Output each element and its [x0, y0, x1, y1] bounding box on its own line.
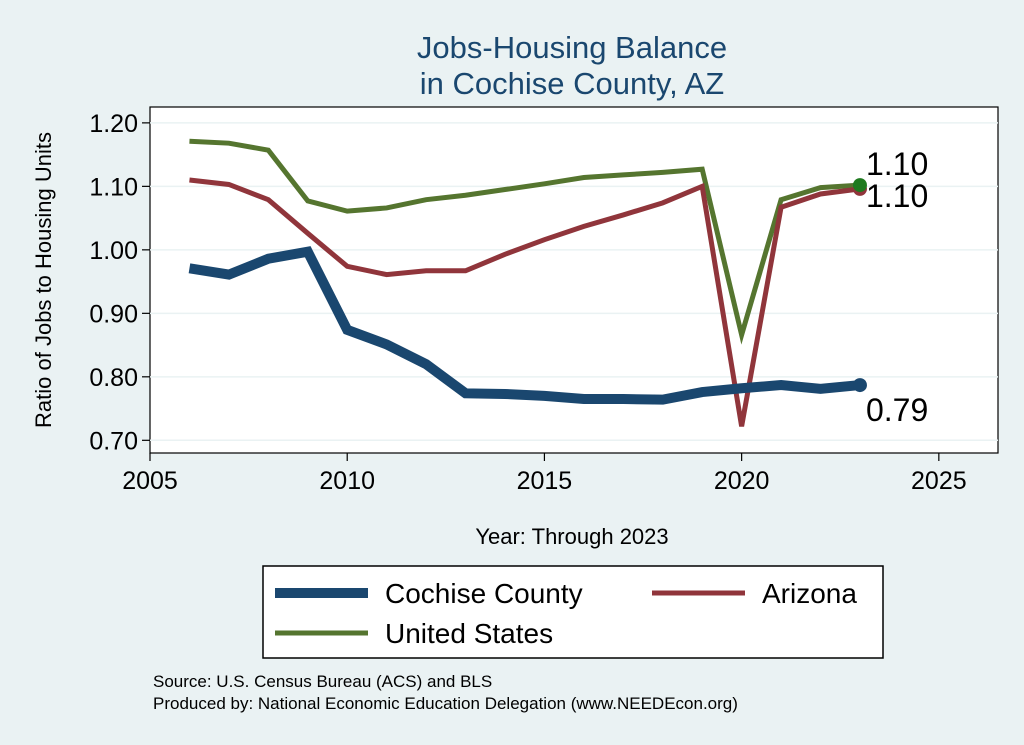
- y-tick-label-1-00: 1.00: [89, 237, 138, 265]
- y-tick-label-0-70: 0.70: [89, 427, 138, 455]
- x-tick-label-2010: 2010: [319, 467, 375, 495]
- y-tick-label-1-10: 1.10: [89, 173, 138, 201]
- source-note: Source: U.S. Census Bureau (ACS) and BLS: [153, 672, 492, 691]
- x-axis-ticks: 2005 2010 2015 2020 2025: [122, 453, 967, 495]
- legend-label-arizona: Arizona: [762, 578, 857, 609]
- y-tick-label-0-80: 0.80: [89, 364, 138, 392]
- series-group: [188, 138, 861, 427]
- end-label-arizona: 1.10: [866, 178, 928, 214]
- legend-label-united-states: United States: [385, 618, 553, 649]
- y-axis-ticks: 1.20 1.10 1.00 0.90 0.80 0.70: [89, 110, 150, 455]
- legend-box: [262, 565, 884, 659]
- end-labels: 0.79 1.101.10: [852, 146, 928, 428]
- end-label-cochise-county: 0.79: [866, 392, 928, 428]
- x-tick-label-2005: 2005: [122, 467, 178, 495]
- x-tick-label-2020: 2020: [714, 467, 770, 495]
- y-tick-label-1-20: 1.20: [89, 110, 138, 138]
- y-tick-label-0-90: 0.90: [89, 300, 138, 328]
- producer-note: Produced by: National Economic Education…: [153, 694, 738, 713]
- x-axis-label: Year: Through 2023: [475, 524, 668, 549]
- legend-label-cochise-county: Cochise County: [385, 578, 583, 609]
- y-axis-label: Ratio of Jobs to Housing Units: [31, 132, 56, 428]
- x-tick-label-2015: 2015: [517, 467, 573, 495]
- chart-title-line-2: in Cochise County, AZ: [420, 66, 724, 101]
- end-label-united-states: 1.10: [866, 146, 928, 182]
- x-tick-label-2025: 2025: [911, 467, 967, 495]
- end-marker-united-states: [852, 178, 867, 193]
- legend: Cochise County Arizona United States: [262, 565, 884, 659]
- series-line-united-states: [189, 138, 861, 345]
- end-marker-cochise-county: [852, 378, 867, 393]
- series-line-cochise-county: [188, 246, 861, 405]
- chart-title-line-1: Jobs-Housing Balance: [417, 30, 727, 65]
